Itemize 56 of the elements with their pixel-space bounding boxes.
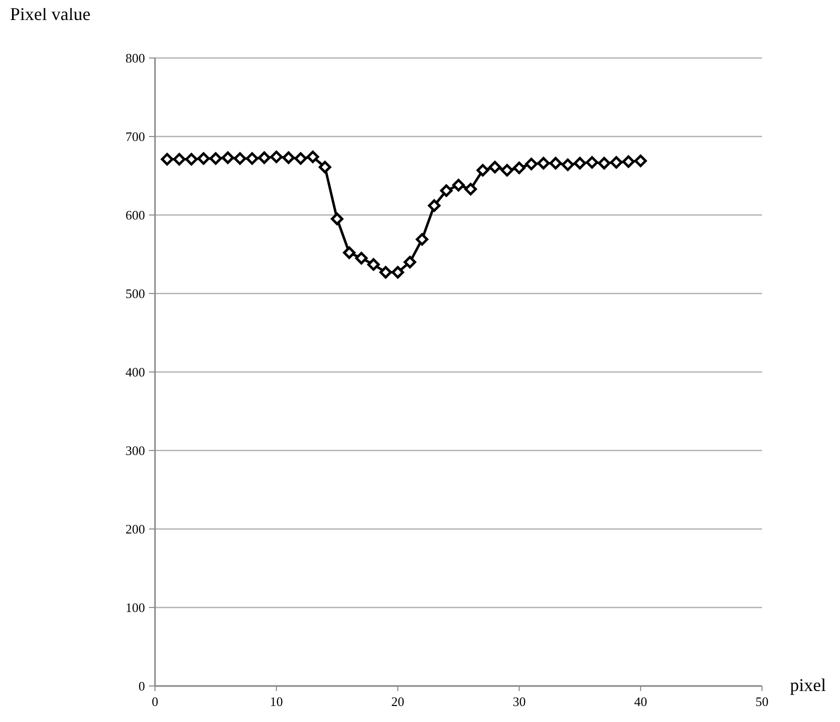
y-tick-label: 800 bbox=[126, 50, 145, 66]
point bbox=[512, 162, 526, 174]
y-tick-label: 100 bbox=[126, 600, 145, 616]
point bbox=[294, 152, 307, 165]
point bbox=[392, 266, 404, 279]
point bbox=[270, 150, 283, 164]
x-tick-label: 30 bbox=[512, 694, 526, 709]
point bbox=[586, 156, 598, 169]
point bbox=[367, 258, 380, 271]
point bbox=[379, 266, 392, 279]
point bbox=[598, 156, 610, 170]
point bbox=[610, 156, 623, 169]
point bbox=[330, 212, 344, 226]
x-axis-title: pixel bbox=[790, 675, 826, 695]
point bbox=[562, 158, 574, 172]
point bbox=[440, 184, 453, 197]
y-tick-label: 0 bbox=[138, 678, 145, 694]
point bbox=[173, 153, 186, 166]
point bbox=[306, 150, 320, 164]
y-tick-label: 500 bbox=[126, 286, 145, 302]
point bbox=[452, 178, 465, 192]
point bbox=[525, 158, 538, 170]
y-tick-label: 200 bbox=[126, 522, 145, 537]
point bbox=[476, 164, 490, 177]
point bbox=[464, 182, 477, 196]
x-tick-label: 20 bbox=[391, 694, 404, 709]
y-tick-label: 300 bbox=[126, 443, 145, 458]
point bbox=[537, 156, 550, 170]
point bbox=[634, 154, 647, 168]
x-tick-label: 40 bbox=[634, 694, 648, 709]
x-tick-label: 10 bbox=[270, 694, 283, 709]
point bbox=[209, 152, 222, 165]
y-tick-label: 600 bbox=[126, 208, 145, 223]
y-tick-label: 700 bbox=[126, 129, 145, 144]
point bbox=[488, 160, 502, 174]
point bbox=[404, 256, 416, 268]
x-tick-label: 0 bbox=[152, 694, 158, 709]
point bbox=[282, 151, 295, 164]
point bbox=[234, 152, 246, 165]
point bbox=[185, 153, 198, 166]
x-tick-label: 50 bbox=[756, 694, 768, 709]
point bbox=[416, 233, 428, 246]
point bbox=[318, 160, 332, 174]
y-tick-label: 400 bbox=[126, 364, 145, 380]
point bbox=[574, 156, 586, 170]
point bbox=[500, 164, 514, 177]
point bbox=[222, 151, 234, 164]
point bbox=[622, 155, 635, 168]
point bbox=[342, 246, 356, 259]
point bbox=[549, 156, 562, 170]
point bbox=[258, 151, 271, 164]
point bbox=[246, 152, 258, 165]
point bbox=[355, 252, 368, 264]
point bbox=[197, 152, 210, 165]
point bbox=[428, 199, 440, 212]
point bbox=[160, 153, 174, 166]
